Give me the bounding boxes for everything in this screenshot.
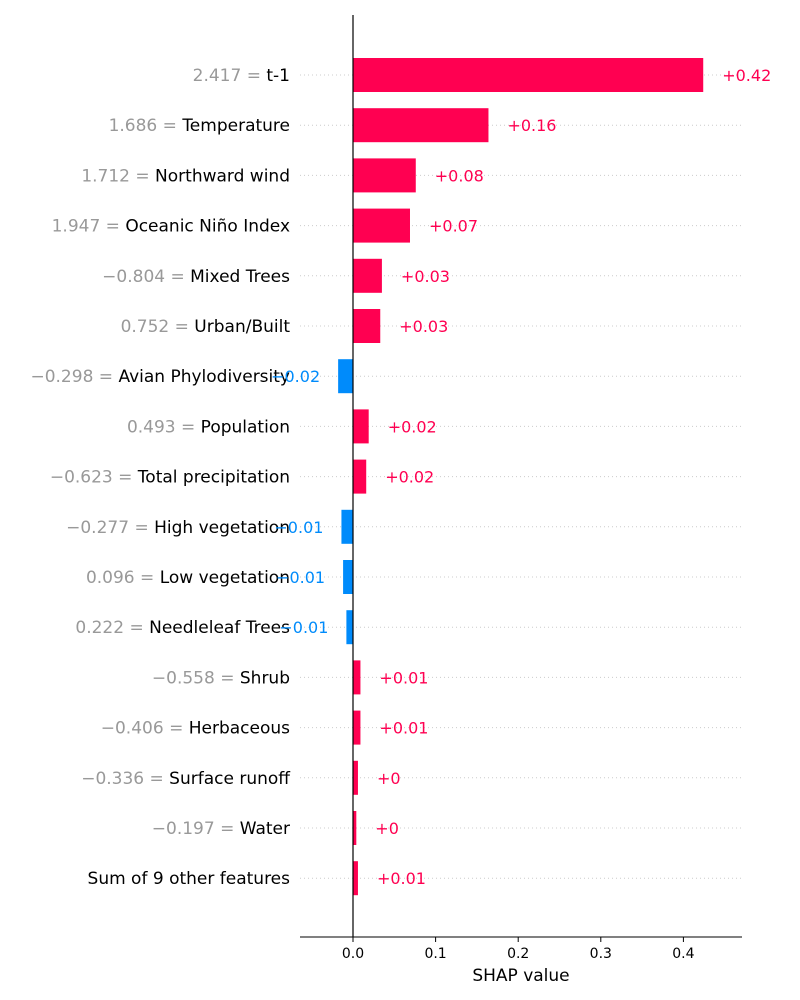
feature-label: 1.712 = Northward wind [81,166,290,186]
feature-value: 0.493 = [127,417,201,437]
feature-label: 0.752 = Urban/Built [121,317,291,337]
x-axis-label: SHAP value [472,966,569,986]
feature-label: 0.222 = Needleleaf Trees [75,618,290,638]
feature-name: Low vegetation [160,568,290,588]
feature-value: −0.197 = [152,819,240,839]
row-guides [300,74,742,879]
shap-value-label: +0 [375,819,399,838]
feature-name: Urban/Built [194,317,290,337]
feature-label: −0.197 = Water [152,819,290,839]
shap-bar [353,710,361,745]
x-tick-label: 0.0 [342,946,364,962]
feature-value: −0.406 = [101,719,189,739]
shap-bar [353,208,410,243]
shap-value-label: −0.01 [274,518,323,537]
feature-name: t-1 [266,66,290,86]
feature-label: −0.558 = Shrub [152,668,290,688]
shap-bar [353,158,416,193]
feature-value: 1.686 = [109,116,183,136]
feature-name: Mixed Trees [190,267,290,287]
shap-bar [346,610,353,645]
shap-value-label: +0.01 [379,668,428,687]
shap-value-label: +0.03 [401,267,450,286]
shap-bar [353,811,357,845]
feature-name: Needleleaf Trees [149,618,290,638]
feature-label: Sum of 9 other features [88,869,291,889]
shap-bar [353,58,704,92]
shap-value-label: −0.01 [276,568,325,587]
feature-label: −0.623 = Total precipitation [50,468,290,488]
shap-value-label: +0.01 [377,869,426,888]
shap-value-label: +0.42 [722,66,771,85]
feature-name: Surface runoff [169,769,291,789]
shap-bar [353,309,381,343]
x-tick-label: 0.1 [424,946,446,962]
feature-value: 0.096 = [86,568,160,588]
shap-value-label: +0.16 [507,116,556,135]
feature-name: Population [201,417,290,437]
feature-label: 1.947 = Oceanic Niño Index [52,217,290,237]
shap-bar [353,409,369,444]
feature-name: Total precipitation [137,468,290,488]
feature-label: 0.493 = Population [127,417,290,437]
shap-bar [353,660,361,695]
x-axis: 0.0 0.1 0.2 0.3 0.4 [300,936,742,962]
feature-value: −0.558 = [152,668,240,688]
feature-value: 0.222 = [75,618,149,638]
shap-value-labels: +0.42 +0.16 +0.08 +0.07 +0.03 +0.03 −0.02 +0.02… [271,66,771,888]
shap-value-label: +0.03 [399,317,448,336]
shap-bar [353,760,358,795]
feature-name: Shrub [240,668,290,688]
feature-name: Temperature [181,116,290,136]
feature-name: High vegetation [154,518,290,538]
shap-value-label: +0.08 [435,166,484,185]
shap-bar [341,509,353,544]
feature-name: Herbaceous [189,719,290,739]
feature-value: 0.752 = [121,317,195,337]
x-tick-label: 0.2 [507,946,529,962]
feature-label: −0.298 = Avian Phylodiversity [30,367,290,387]
shap-value-label: −0.02 [271,367,320,386]
shap-value-label: −0.01 [279,618,328,637]
shap-value-label: +0.02 [388,417,437,436]
shap-bar [353,108,489,143]
shap-bar [343,560,353,594]
x-tick-label: 0.3 [590,946,612,962]
feature-value: −0.804 = [102,267,190,287]
feature-name: Avian Phylodiversity [118,367,290,387]
shap-value-label: +0 [377,769,401,788]
feature-label: −0.277 = High vegetation [66,518,290,538]
feature-labels: 2.417 = t-1 1.686 = Temperature 1.712 = No… [30,66,291,889]
feature-name: Northward wind [155,166,290,186]
feature-label: 1.686 = Temperature [109,116,290,136]
shap-value-label: +0.01 [379,719,428,738]
shap-value-label: +0.02 [385,468,434,487]
feature-label: −0.804 = Mixed Trees [102,267,290,287]
feature-value: 1.947 = [52,217,126,237]
feature-value: −0.277 = [66,518,154,538]
feature-value: 1.712 = [81,166,155,186]
shap-bar [338,359,353,394]
bars [338,58,704,896]
x-tick-label: 0.4 [672,946,694,962]
shap-bar [353,459,367,494]
shap-bar [353,861,358,896]
shap-bar [353,258,382,293]
feature-label: −0.406 = Herbaceous [101,719,290,739]
feature-value: −0.336 = [81,769,169,789]
feature-name: Oceanic Niño Index [125,217,290,237]
feature-name: Water [240,819,290,839]
feature-value: 2.417 = [193,66,267,86]
shap-value-label: +0.07 [429,217,478,236]
feature-label: 2.417 = t-1 [193,66,290,86]
feature-value: −0.623 = [50,468,138,488]
feature-value: −0.298 = [30,367,118,387]
feature-label: 0.096 = Low vegetation [86,568,290,588]
feature-label: −0.336 = Surface runoff [81,769,291,789]
feature-name: Sum of 9 other features [88,869,291,889]
